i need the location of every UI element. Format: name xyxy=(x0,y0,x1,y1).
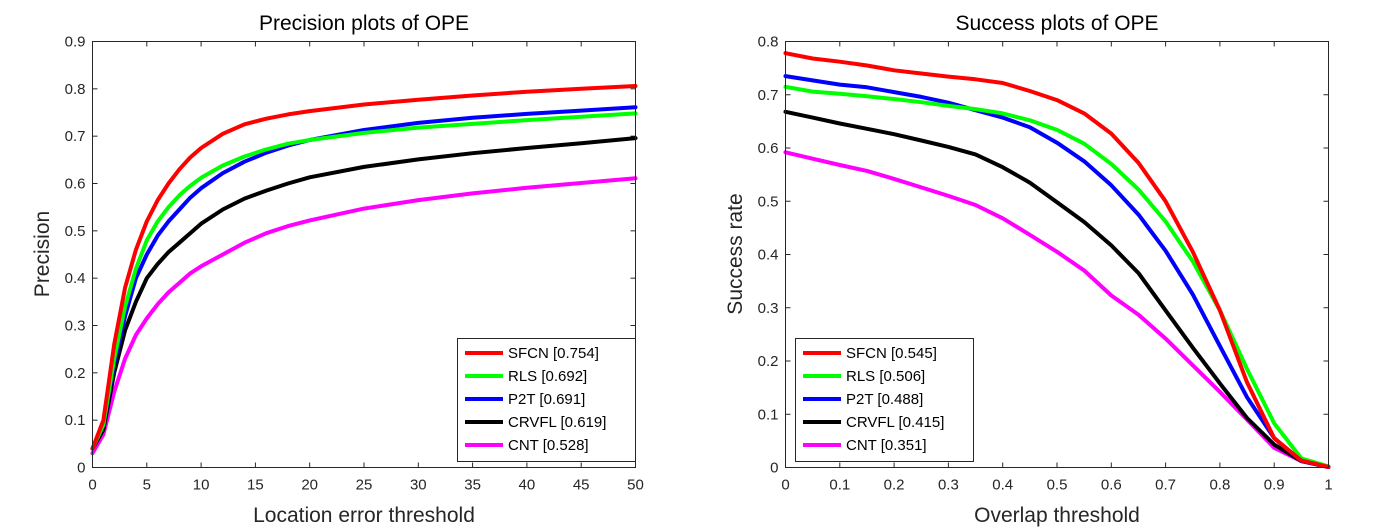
y-tick-label: 0.1 xyxy=(65,412,86,429)
success-plot-series-line-0 xyxy=(783,51,1331,469)
y-tick-label: 0.6 xyxy=(758,140,779,157)
precision-plot: Precision plots of OPE Location error th… xyxy=(31,12,644,527)
y-tick-label: 0.2 xyxy=(65,365,86,382)
legend-entry: CNT [0.351] xyxy=(846,437,927,454)
y-tick-label: 0.3 xyxy=(65,318,86,335)
x-tick-label: 0.5 xyxy=(1047,477,1068,494)
legend-entry: RLS [0.506] xyxy=(846,368,925,385)
x-tick-label: 0.4 xyxy=(992,477,1013,494)
precision-plot-series-line-2 xyxy=(90,105,638,451)
legend-entry: RLS [0.692] xyxy=(508,368,587,385)
precision-plot-legend: SFCN [0.754] RLS [0.692] P2T [0.691] CRVFL … xyxy=(457,338,636,462)
success-plot-frame xyxy=(785,41,1329,468)
legend-entry: SFCN [0.545] xyxy=(846,345,937,362)
precision-plot-title: Precision plots of OPE xyxy=(259,12,469,35)
success-plot-series-line-1 xyxy=(783,84,1331,469)
y-tick-label: 0.7 xyxy=(758,87,779,104)
precision-plot-series-line-4 xyxy=(90,176,638,456)
success-plot-series xyxy=(783,51,1331,469)
y-tick-label: 0.4 xyxy=(758,247,779,264)
legend-entry: CNT [0.528] xyxy=(508,437,589,454)
success-plot: Success plots of OPE Overlap threshold S… xyxy=(724,12,1333,527)
x-tick-label: 0.1 xyxy=(829,477,850,494)
x-tick-label: 15 xyxy=(247,477,264,494)
x-tick-label: 40 xyxy=(519,477,536,494)
precision-plot-xlabel: Location error threshold xyxy=(253,504,475,527)
success-plot-ticks: 0 0.1 0.2 0.3 0.4 0.5 0.6 0.7 0.8 0.9 1 0 0.1 0.2 0.3 0… xyxy=(758,34,1333,494)
precision-plot-frame xyxy=(92,41,636,468)
x-tick-label: 0.2 xyxy=(884,477,905,494)
x-tick-label: 50 xyxy=(627,477,644,494)
x-tick-label: 0.6 xyxy=(1101,477,1122,494)
x-tick-label: 25 xyxy=(356,477,373,494)
precision-plot-series-line-1 xyxy=(90,111,638,451)
y-tick-label: 0 xyxy=(77,460,85,477)
y-tick-label: 0.2 xyxy=(758,353,779,370)
x-tick-label: 0 xyxy=(88,477,96,494)
precision-plot-ticks: 0 5 10 15 20 25 30 35 40 45 50 0 0.1 0.2 0.3 0.4 0.5 0.6 0… xyxy=(65,34,644,494)
x-tick-label: 30 xyxy=(410,477,427,494)
x-tick-label: 35 xyxy=(464,477,481,494)
y-tick-label: 0.9 xyxy=(65,34,86,51)
x-tick-label: 0.3 xyxy=(938,477,959,494)
y-tick-label: 0.8 xyxy=(65,81,86,98)
x-tick-label: 45 xyxy=(573,477,590,494)
legend-entry: CRVFL [0.415] xyxy=(846,414,944,431)
y-tick-label: 0.5 xyxy=(65,223,86,240)
x-tick-label: 0.7 xyxy=(1155,477,1176,494)
x-tick-label: 10 xyxy=(193,477,210,494)
success-plot-ylabel: Success rate xyxy=(724,193,747,314)
x-tick-label: 20 xyxy=(301,477,318,494)
x-tick-label: 5 xyxy=(143,477,151,494)
legend-entry: SFCN [0.754] xyxy=(508,345,599,362)
legend-entry: P2T [0.691] xyxy=(508,391,585,408)
legend-entry: CRVFL [0.619] xyxy=(508,414,606,431)
y-tick-label: 0.7 xyxy=(65,128,86,145)
x-tick-label: 0.9 xyxy=(1264,477,1285,494)
y-tick-label: 0.8 xyxy=(758,34,779,51)
success-plot-legend: SFCN [0.545] RLS [0.506] P2T [0.488] CRVFL … xyxy=(795,338,974,462)
y-tick-label: 0.4 xyxy=(65,270,86,287)
legend-entry: P2T [0.488] xyxy=(846,391,923,408)
success-plot-series-line-4 xyxy=(783,150,1331,469)
precision-plot-ylabel: Precision xyxy=(31,211,54,297)
success-plot-series-line-2 xyxy=(783,74,1331,469)
success-plot-series-line-3 xyxy=(783,109,1331,469)
precision-plot-series-line-0 xyxy=(90,84,638,451)
x-tick-label: 0 xyxy=(781,477,789,494)
success-plot-title: Success plots of OPE xyxy=(955,12,1158,35)
x-tick-label: 1 xyxy=(1324,477,1332,494)
success-plot-xlabel: Overlap threshold xyxy=(974,504,1140,527)
y-tick-label: 0 xyxy=(770,460,778,477)
precision-plot-series xyxy=(90,84,638,456)
y-tick-label: 0.6 xyxy=(65,176,86,193)
y-tick-label: 0.3 xyxy=(758,300,779,317)
y-tick-label: 0.1 xyxy=(758,406,779,423)
precision-plot-series-line-3 xyxy=(90,136,638,451)
y-tick-label: 0.5 xyxy=(758,193,779,210)
x-tick-label: 0.8 xyxy=(1209,477,1230,494)
